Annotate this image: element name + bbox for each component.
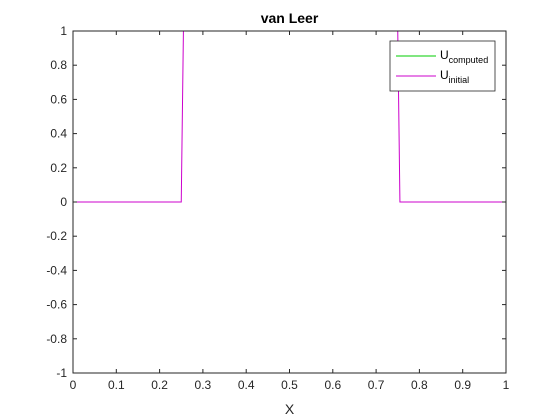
x-tick-label: 0.4	[238, 378, 255, 392]
x-axis-label: X	[285, 401, 295, 417]
x-tick-label: 0.3	[195, 378, 212, 392]
x-tick-label: 0.9	[454, 378, 471, 392]
x-tick-label: 0	[70, 378, 77, 392]
y-tick-label: 0.2	[50, 161, 67, 175]
y-tick-label: -0.6	[46, 298, 67, 312]
legend-label-computed: Ucomputed	[440, 48, 488, 65]
legend-label-subscript: initial	[449, 75, 470, 85]
y-tick-label: -0.8	[46, 332, 67, 346]
y-tick-label: 0.6	[50, 92, 67, 106]
y-tick-label: -0.2	[46, 229, 67, 243]
x-tick-label: 0.5	[281, 378, 298, 392]
x-tick-label: 0.8	[411, 378, 428, 392]
y-tick-label: 0.8	[50, 58, 67, 72]
legend-label-subscript: computed	[449, 55, 489, 65]
legend-label-initial: Uinitial	[440, 68, 469, 85]
x-tick-label: 1	[503, 378, 510, 392]
x-tick-label: 0.7	[368, 378, 385, 392]
y-tick-label: -0.4	[46, 263, 67, 277]
legend-label-main: U	[440, 48, 449, 62]
y-tick-label: 0	[60, 195, 67, 209]
legend-label-main: U	[440, 68, 449, 82]
x-tick-label: 0.2	[151, 378, 168, 392]
y-tick-label: 0.4	[50, 127, 67, 141]
legend-box	[389, 40, 496, 92]
x-tick-label: 0.1	[108, 378, 125, 392]
ticks-layer: 0 0.1 0.2 0.3 0.4 0.5 0.6 0.7 0.8 0.9 1 -1 -0.8 -0.6 -…	[46, 24, 509, 392]
y-tick-label: -1	[56, 366, 67, 380]
x-tick-label: 0.6	[324, 378, 341, 392]
y-tick-label: 1	[60, 24, 67, 38]
chart-title: van Leer	[261, 10, 319, 26]
